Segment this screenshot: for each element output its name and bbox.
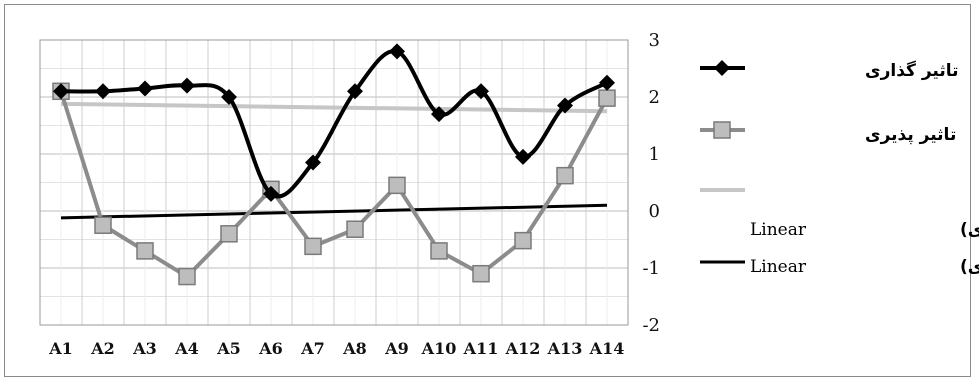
legend: تاثیر گذاری تاثیر پذیری Linear (تاثیر گذ… [700,60,979,277]
legend-item-trend-1: Linear (تاثیر گذاری) [700,188,979,240]
series-point [431,106,447,123]
x-tick-label: A9 [384,339,409,358]
series-point [94,216,112,234]
x-tick-label: A14 [589,339,625,358]
series-line [60,49,608,199]
legend-label-trend-2-prefix: Linear [750,257,807,277]
legend-label-series-2: تاثیر پذیری [865,125,956,145]
y-tick-label: 2 [649,87,660,108]
x-tick-label: A1 [48,339,73,358]
trendline [60,101,608,114]
series-point [347,83,363,100]
legend-item-series-1: تاثیر گذاری [700,60,958,81]
x-tick-label: A11 [463,339,499,358]
series-point [137,80,153,97]
legend-label-trend-1-series: (تاثیر گذاری) [960,219,979,240]
legend-item-trend-2: Linear (تاثیر پذیری) [700,257,979,277]
x-tick-label: A8 [342,339,367,358]
series-point [472,264,490,283]
x-tick-label: A2 [90,339,115,358]
series-point [557,97,573,114]
series-point [556,166,574,185]
series-point [346,220,364,238]
series-point [599,74,615,91]
x-tick-label: A13 [547,339,583,358]
series-point [179,77,195,94]
legend-label-trend-1-prefix: Linear [750,220,807,240]
y-tick-label: 0 [649,201,660,222]
data-series [52,43,616,286]
x-tick-label: A4 [174,339,199,358]
series-point [598,89,616,107]
series-point [515,148,531,165]
series-point [305,154,321,171]
series-point [389,43,405,60]
series-point [178,267,196,286]
y-axis-ticks: 3 2 1 0 -1 -2 [642,30,660,336]
series-point [136,242,154,260]
x-tick-label: A3 [132,339,157,358]
y-tick-label: 3 [649,30,660,51]
trendline [60,203,608,220]
x-tick-label: A6 [258,339,283,358]
series-point [514,231,532,250]
legend-label-trend-2-series: (تاثیر پذیری) [960,257,979,277]
series-point [263,185,279,202]
x-tick-label: A7 [300,339,325,358]
x-axis-ticks: A1 A2 A3 A4 A5 A6 A7 A8 A9 A10 A11 A12 A13 A14 [48,339,624,358]
series-point [430,242,448,260]
x-tick-label: A10 [421,339,457,358]
series-point [221,89,237,105]
y-tick-label: 1 [649,144,660,165]
x-tick-label: A5 [216,339,241,358]
y-tick-label: -2 [642,315,660,336]
series-point [53,83,69,100]
series-point [388,176,406,195]
y-tick-label: -1 [642,258,660,279]
series-point [304,237,322,256]
series-point [95,83,111,100]
grid-lines [39,39,629,326]
chart-frame [4,4,971,377]
series-point [473,83,489,100]
x-tick-label: A12 [505,339,541,358]
plot-area-border [39,39,629,326]
series-point [220,225,238,243]
legend-label-series-1: تاثیر گذاری [865,60,958,81]
trendlines [60,101,608,220]
legend-item-series-2: تاثیر پذیری [700,121,956,145]
